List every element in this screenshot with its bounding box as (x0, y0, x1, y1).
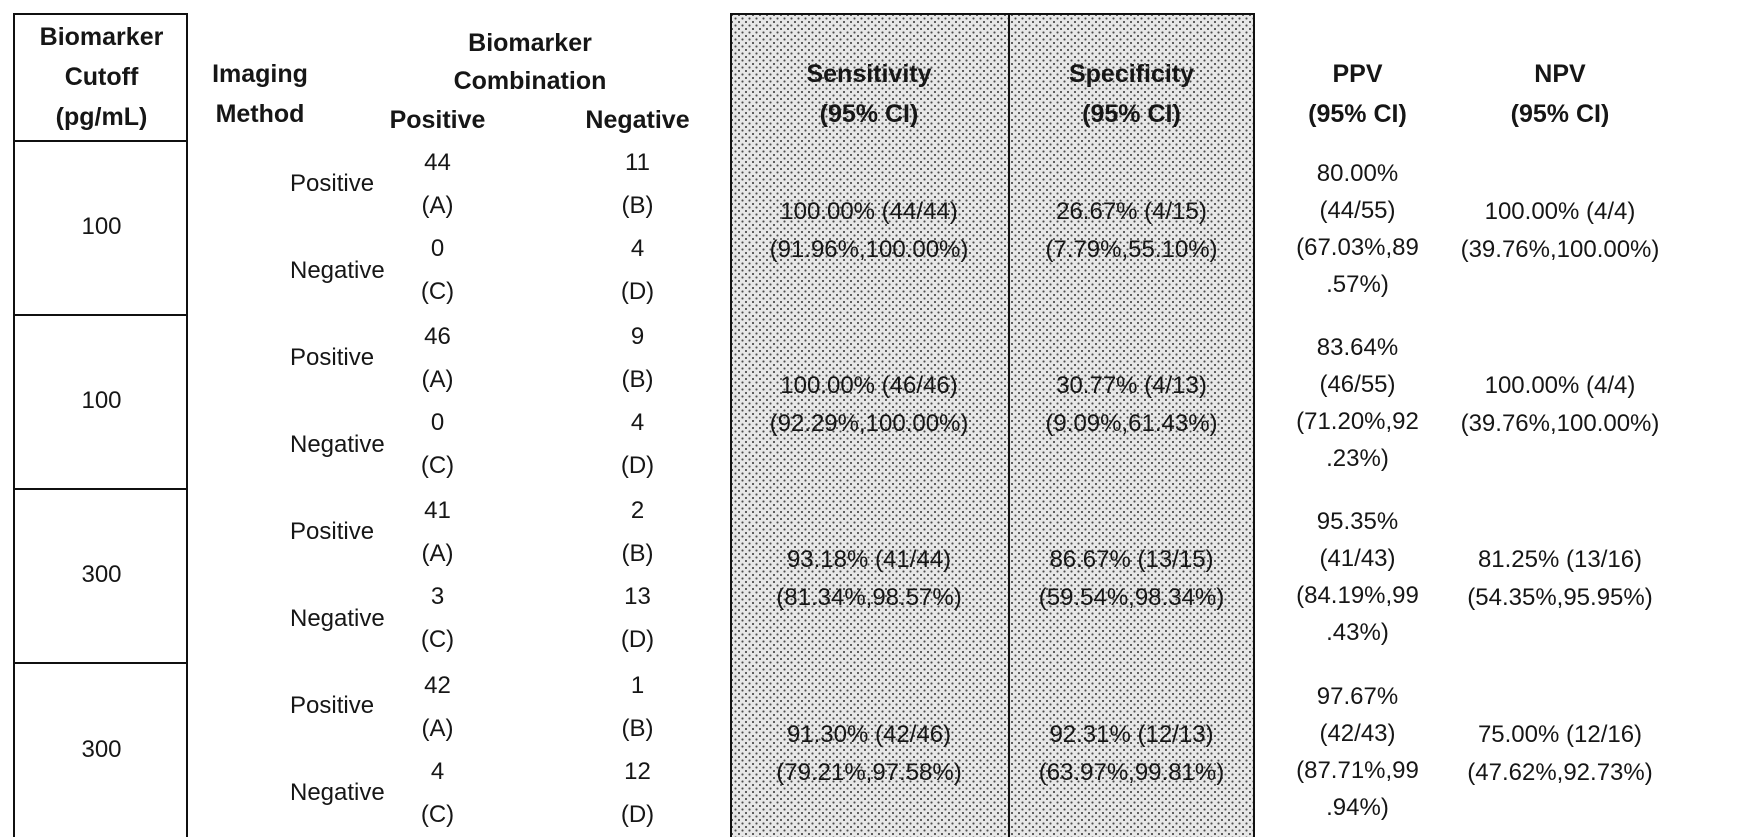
cutoff-value: 300 (81, 735, 122, 763)
imaging-negative-label: Negative (290, 430, 385, 458)
npv-value: 100.00% (4/4) (39.76%,100.00%) (1460, 198, 1660, 263)
label-D: (D) (620, 452, 655, 479)
sensitivity-value: 91.30% (42/46) (79.21%,97.58%) (776, 720, 962, 786)
combination-negative-counts: 2 (B) 13 (D) (545, 488, 730, 662)
label-D: (D) (620, 278, 655, 305)
imaging-method-rows: Positive Negative (190, 314, 385, 488)
column-divider-line (1008, 15, 1010, 837)
label-A: (A) (421, 714, 454, 742)
header-imaging-method: Imaging Method (212, 60, 308, 128)
imaging-negative-label: Negative (290, 604, 385, 632)
row-separator-line (15, 662, 186, 664)
count-D: 4 (630, 409, 645, 436)
label-B: (B) (621, 366, 654, 393)
count-D: 4 (630, 235, 645, 262)
sensitivity-value: 100.00% (44/44) (91.96%,100.00%) (769, 198, 969, 263)
count-A: 46 (424, 323, 451, 350)
npv-value: 75.00% (12/16) (47.62%,92.73%) (1467, 720, 1653, 786)
header-npv: NPV (95% CI) (1510, 60, 1610, 128)
count-A: 44 (424, 149, 451, 176)
cutoff-value: 100 (81, 387, 122, 414)
combination-negative-counts: 1 (B) 12 (D) (545, 662, 730, 837)
imaging-negative-label: Negative (290, 256, 385, 284)
imaging-method-rows: Positive Negative (190, 140, 385, 314)
count-C: 4 (430, 757, 445, 785)
imaging-positive-label: Positive (290, 691, 375, 719)
label-A: (A) (421, 366, 454, 393)
header-ppv: PPV (95% CI) (1308, 60, 1407, 128)
header-biomarker-cutoff: Biomarker Cutoff (pg/mL) (39, 22, 164, 131)
imaging-positive-label: Positive (290, 343, 375, 371)
npv-value: 81.25% (13/16) (54.35%,95.95%) (1467, 546, 1653, 611)
count-A: 41 (424, 497, 451, 524)
label-B: (B) (621, 540, 654, 567)
header-biomarker-combination: Biomarker Combination Positive Negative (330, 13, 730, 140)
label-D: (D) (620, 626, 655, 653)
label-B: (B) (621, 192, 654, 219)
sensitivity-value: 100.00% (46/46) (92.29%,100.00%) (769, 372, 969, 437)
count-D: 13 (624, 583, 651, 610)
label-C: (C) (420, 800, 455, 828)
label-A: (A) (421, 192, 454, 219)
header-combination-negative: Negative (585, 106, 690, 134)
label-C: (C) (420, 626, 455, 653)
ppv-value: 95.35% (41/43) (84.19%,99 .43%) (1296, 508, 1419, 646)
cutoff-column-box (13, 13, 188, 837)
imaging-method-rows: Positive Negative (190, 488, 385, 662)
combination-positive-counts: 42 (A) 4 (C) (330, 662, 545, 837)
count-D: 12 (624, 757, 651, 785)
combination-positive-counts: 44 (A) 0 (C) (330, 140, 545, 314)
count-C: 0 (430, 409, 445, 436)
header-specificity: Specificity (95% CI) (1068, 60, 1195, 128)
ppv-value: 83.64% (46/55) (71.20%,92 .23%) (1296, 334, 1419, 472)
sensitivity-value: 93.18% (41/44) (81.34%,98.57%) (776, 546, 962, 611)
specificity-value: 86.67% (13/15) (59.54%,98.34%) (1038, 546, 1225, 611)
row-separator-line (15, 140, 186, 142)
cutoff-value: 100 (81, 213, 122, 240)
imaging-method-rows: Positive Negative (190, 662, 385, 837)
header-combination-positive: Positive (389, 106, 486, 134)
ppv-value: 80.00% (44/55) (67.03%,89 .57%) (1296, 160, 1419, 298)
count-B: 1 (630, 671, 645, 699)
row-separator-line (15, 488, 186, 490)
ppv-value: 97.67% (42/43) (87.71%,99 .94%) (1296, 682, 1419, 821)
combination-positive-counts: 46 (A) 0 (C) (330, 314, 545, 488)
label-C: (C) (420, 278, 455, 305)
label-A: (A) (421, 540, 454, 567)
specificity-value: 92.31% (12/13) (63.97%,99.81%) (1038, 720, 1225, 786)
imaging-positive-label: Positive (290, 169, 375, 197)
cutoff-value: 300 (81, 561, 122, 588)
specificity-value: 26.67% (4/15) (7.79%,55.10%) (1045, 198, 1218, 263)
combination-negative-counts: 11 (B) 4 (D) (545, 140, 730, 314)
label-C: (C) (420, 452, 455, 479)
label-B: (B) (621, 714, 654, 742)
imaging-negative-label: Negative (290, 779, 385, 807)
combination-positive-counts: 41 (A) 3 (C) (330, 488, 545, 662)
combination-negative-counts: 9 (B) 4 (D) (545, 314, 730, 488)
row-separator-line (15, 314, 186, 316)
imaging-positive-label: Positive (290, 517, 375, 545)
shaded-sensitivity-specificity-block (730, 13, 1255, 837)
count-B: 9 (630, 323, 645, 350)
npv-value: 100.00% (4/4) (39.76%,100.00%) (1460, 372, 1660, 437)
count-C: 0 (430, 235, 445, 262)
header-sensitivity: Sensitivity (95% CI) (806, 60, 932, 128)
count-C: 3 (430, 583, 445, 610)
count-A: 42 (424, 671, 451, 699)
count-B: 2 (630, 497, 645, 524)
count-B: 11 (625, 149, 650, 176)
label-D: (D) (620, 800, 655, 828)
specificity-value: 30.77% (4/13) (9.09%,61.43%) (1045, 372, 1218, 437)
